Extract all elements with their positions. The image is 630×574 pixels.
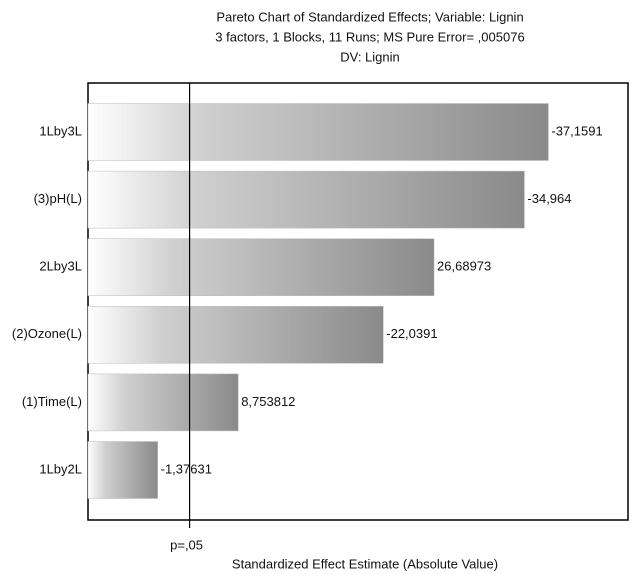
plot-frame — [87, 82, 629, 521]
value-label: -1,37631 — [161, 461, 212, 476]
value-label: 26,68973 — [437, 259, 491, 274]
x-tick-label: p=,05 — [170, 537, 203, 552]
value-label: -34,964 — [527, 191, 571, 206]
y-tick-label: 2Lby3L — [39, 259, 82, 274]
bar — [87, 306, 384, 364]
x-axis-label: Standardized Effect Estimate (Absolute V… — [232, 556, 498, 571]
y-tick-label: (3)pH(L) — [34, 191, 82, 206]
bar — [87, 103, 549, 161]
bar — [87, 441, 158, 499]
y-tick-label: 1Lby3L — [39, 123, 82, 138]
y-tick-label: (2)Ozone(L) — [12, 326, 82, 341]
chart-title: Pareto Chart of Standardized Effects; Va… — [216, 9, 523, 24]
y-tick-label: 1Lby2L — [39, 461, 82, 476]
value-label: 8,753812 — [241, 394, 295, 409]
bar — [87, 170, 525, 229]
dependent-variable: DV: Lignin — [340, 49, 400, 64]
chart-subtitle: 3 factors, 1 Blocks, 11 Runs; MS Pure Er… — [215, 29, 524, 44]
value-label: -22,0391 — [386, 326, 437, 341]
bar — [87, 238, 435, 296]
y-tick-label: (1)Time(L) — [22, 394, 82, 409]
bar — [87, 373, 239, 432]
value-label: -37,1591 — [551, 123, 602, 138]
